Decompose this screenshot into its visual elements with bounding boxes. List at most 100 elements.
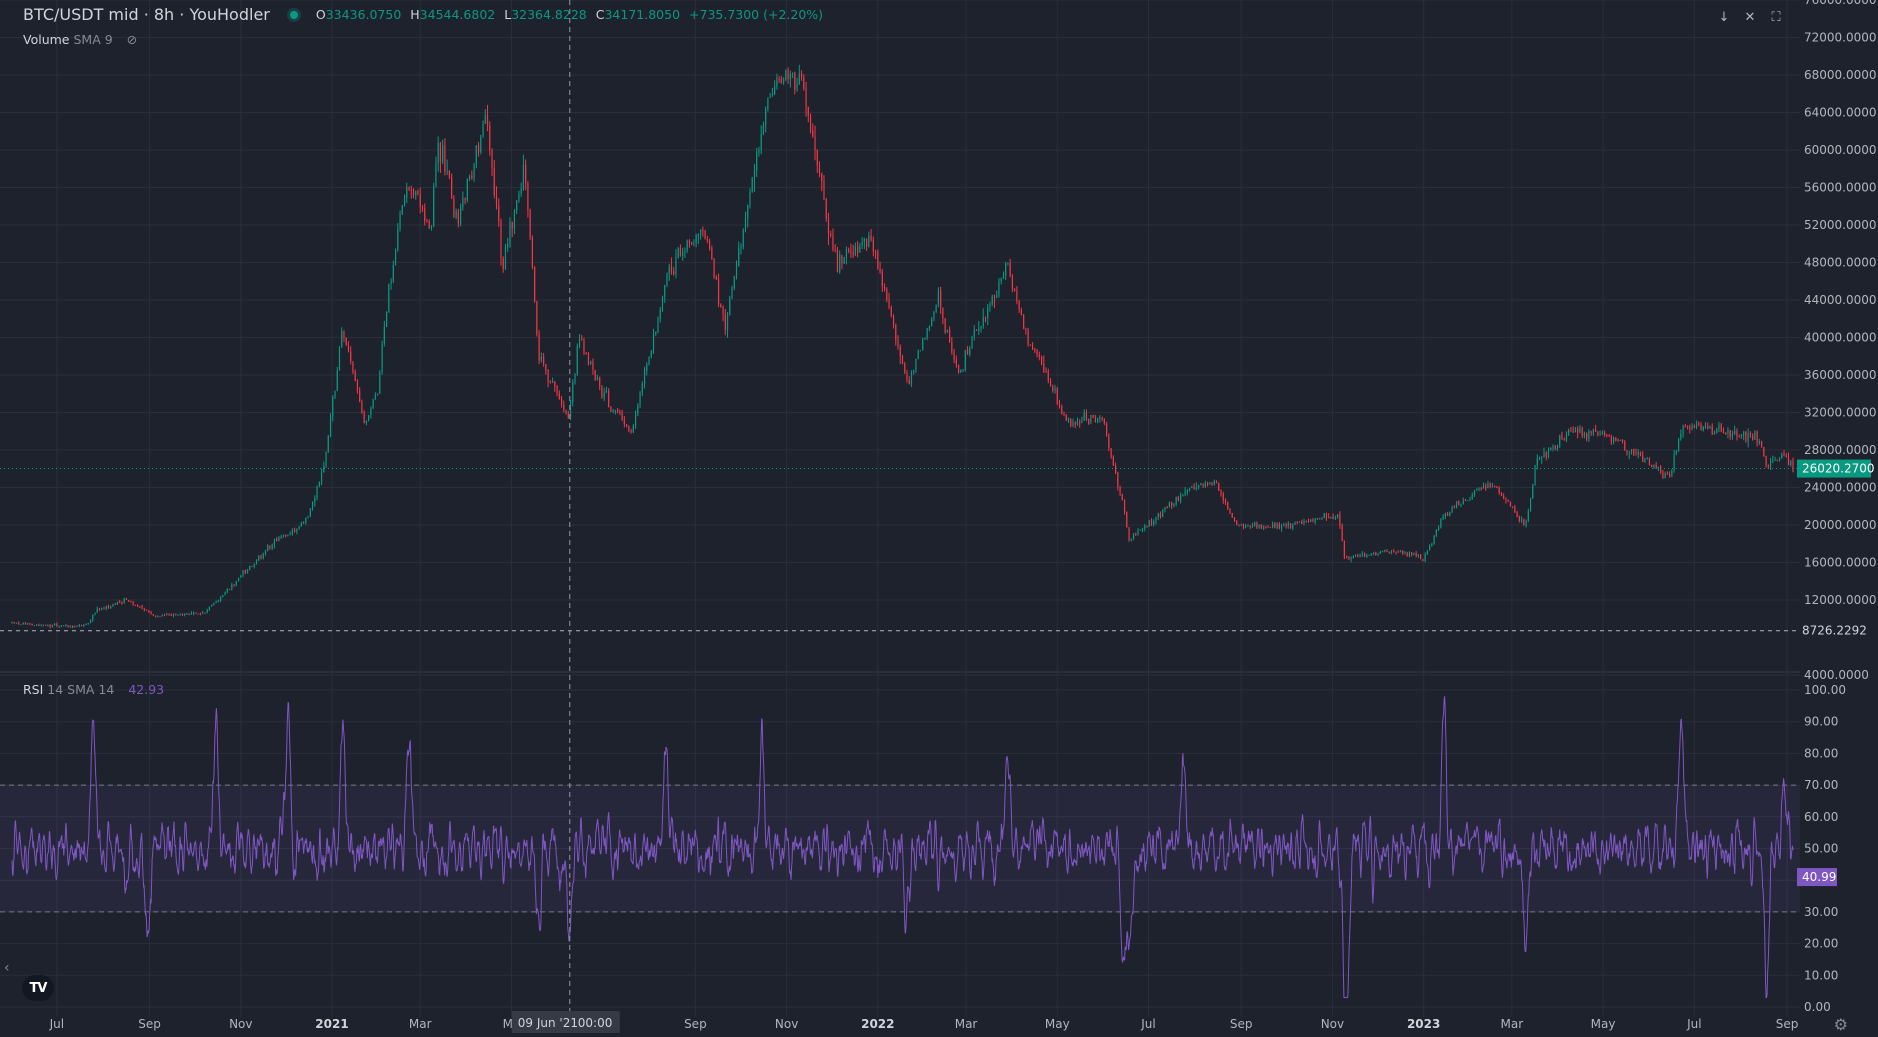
candle [973, 329, 975, 337]
candle [141, 606, 143, 609]
candle [1135, 533, 1137, 535]
candle [370, 408, 372, 416]
candle [368, 415, 370, 421]
rsi-last-label: 40.99 [1802, 870, 1836, 884]
eye-slash-icon[interactable]: ⊘ [126, 32, 138, 47]
time-tick-label: 2023 [1407, 1017, 1440, 1031]
candle [365, 420, 368, 423]
time-tick-label: Nov [775, 1017, 798, 1031]
candle [1247, 525, 1249, 527]
candle [868, 235, 870, 247]
tradingview-logo[interactable]: TV [22, 975, 54, 1001]
candle [637, 405, 639, 414]
candle [778, 78, 780, 80]
candle [289, 534, 291, 536]
candle [1752, 434, 1754, 440]
candle [1173, 504, 1175, 506]
candle [215, 601, 217, 603]
candle [1559, 435, 1561, 446]
time-tick-label: 2022 [861, 1017, 894, 1031]
candle [567, 413, 569, 418]
candle [193, 612, 195, 614]
candle [520, 188, 522, 194]
candle [166, 614, 168, 616]
candle [1363, 553, 1366, 557]
candle [228, 589, 231, 591]
candle [1301, 521, 1303, 525]
candle [336, 370, 338, 391]
candle [130, 600, 132, 602]
volume-legend[interactable]: Volume SMA 9 ⊘ [23, 32, 137, 47]
candle [1319, 518, 1321, 520]
candle [1429, 545, 1431, 551]
candle [1325, 513, 1328, 518]
candle [190, 613, 193, 615]
candle [1368, 554, 1370, 556]
candle [1016, 291, 1018, 301]
candle [1471, 494, 1473, 499]
candle [1781, 454, 1783, 459]
candle [1222, 493, 1224, 501]
candle [1610, 436, 1612, 443]
time-tick-label: Nov [229, 1017, 252, 1031]
candle [814, 136, 816, 151]
candle [253, 563, 255, 567]
rsi-legend[interactable]: RSI 14 SMA 14 42.93 [23, 682, 164, 697]
candle [1417, 554, 1420, 557]
candle [960, 370, 962, 373]
candle [397, 228, 399, 250]
candle [623, 420, 625, 425]
candle [771, 94, 774, 97]
candle [287, 535, 289, 537]
candle [1164, 507, 1166, 511]
candle [1709, 426, 1711, 429]
candle [538, 334, 540, 361]
symbol-title[interactable]: BTC/USDT mid · 8h · YouHodler [23, 5, 270, 24]
gear-icon[interactable]: ⚙ [1833, 1015, 1848, 1034]
candle [195, 612, 197, 614]
chevron-left-icon[interactable]: ‹ [4, 960, 10, 976]
candle [1130, 538, 1132, 541]
candle [251, 566, 253, 568]
maximize-icon[interactable]: ⛶ [1771, 9, 1781, 25]
candle [673, 271, 675, 275]
candle [65, 625, 67, 627]
candle [468, 176, 471, 179]
time-tick-label: Sep [684, 1017, 707, 1031]
price-tick-label: 68000.0000 [1804, 68, 1877, 82]
candle [522, 164, 525, 189]
close-icon[interactable]: ✕ [1744, 9, 1756, 25]
candle [513, 210, 516, 229]
candle [841, 254, 843, 264]
candle [1642, 455, 1644, 462]
candle [1720, 424, 1722, 432]
candle [67, 625, 69, 628]
candle [1372, 552, 1375, 554]
candle [1029, 344, 1031, 346]
candle [1415, 553, 1417, 557]
arrow-down-icon[interactable]: ↓ [1718, 9, 1730, 25]
candle [15, 622, 18, 624]
candle [1361, 553, 1363, 556]
candle [758, 150, 760, 153]
candle [1007, 263, 1009, 265]
candle [975, 329, 978, 331]
candle [220, 596, 222, 601]
candle [641, 383, 643, 393]
candle [477, 145, 480, 153]
candle [1186, 489, 1188, 492]
rsi-tick-label: 0.00 [1804, 1000, 1831, 1014]
candle [978, 329, 980, 331]
candle [1054, 388, 1056, 391]
candle [565, 409, 567, 414]
candle [1449, 512, 1451, 516]
candle [1743, 431, 1745, 436]
candle [426, 221, 428, 223]
candle [1357, 555, 1359, 558]
price-tick-label: 32000.0000 [1804, 406, 1877, 420]
candle [1765, 455, 1767, 466]
candle [605, 390, 608, 393]
candle [69, 625, 71, 628]
candle [980, 326, 982, 330]
